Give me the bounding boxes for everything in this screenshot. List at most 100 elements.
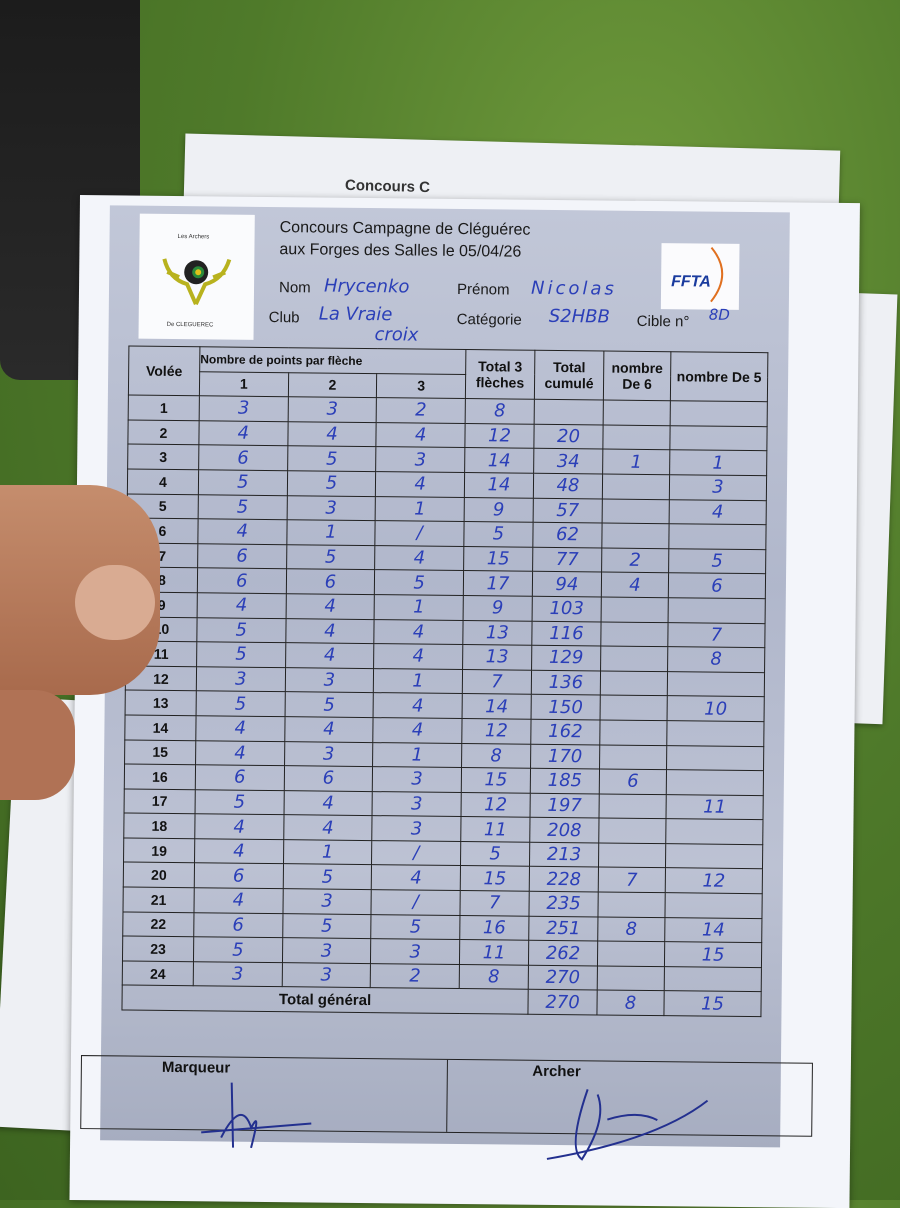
cell-a3: 4: [374, 545, 464, 571]
cell-de6: [600, 695, 668, 721]
cell-a3: 3: [375, 446, 465, 473]
club-logo: Les Archers De CLEGUEREC: [138, 213, 255, 340]
cell-a1: 5: [196, 641, 286, 668]
cell-cumul: 170: [530, 743, 600, 770]
cell-a1: 4: [195, 715, 285, 742]
cell-a1: 3: [193, 961, 283, 988]
archer-signature: [546, 1089, 708, 1161]
cell-a1: 5: [195, 789, 284, 815]
marqueur-label: Marqueur: [161, 1058, 231, 1077]
cell-total: 13: [462, 620, 533, 646]
cell-a3: 4: [373, 692, 463, 719]
cell-de6: 2: [601, 547, 669, 574]
cell-cumul: 235: [528, 891, 599, 917]
archer-cell: Archer: [447, 1060, 812, 1161]
total-general-de5: 15: [663, 991, 762, 1017]
cell-a2: 1: [286, 519, 376, 546]
cell-a2: 3: [287, 396, 377, 423]
cell-volee: 1: [128, 395, 200, 421]
cell-total: 13: [462, 644, 532, 670]
cell-de6: [598, 818, 666, 844]
cell-cumul: 136: [531, 669, 601, 696]
score-table: Volée Nombre de points par flèche Total …: [121, 346, 768, 1018]
cell-a1: 4: [194, 838, 284, 865]
cell-a3: /: [371, 889, 461, 916]
cell-a1: 6: [193, 912, 283, 938]
cell-de5: 7: [667, 622, 766, 648]
cell-de5: 1: [669, 450, 767, 476]
hand-fingers: [0, 690, 75, 800]
cell-de5: 3: [669, 474, 767, 501]
cell-total: 5: [460, 841, 530, 867]
cell-de6: [597, 892, 666, 918]
cell-total: 11: [460, 816, 531, 843]
cell-a3: 1: [374, 594, 464, 621]
cell-de6: [599, 793, 667, 819]
cell-de5: [667, 671, 765, 698]
cell-total: 12: [461, 718, 532, 744]
cell-a3: 5: [371, 914, 460, 940]
cell-de5: 6: [668, 573, 766, 599]
cell-total: 17: [463, 570, 533, 597]
cell-cumul: 77: [532, 547, 602, 573]
cell-a1: 5: [198, 469, 288, 496]
logo-text-top: Les Archers: [177, 234, 210, 241]
competition-title: Concours Campagne de Cléguérec aux Forge…: [279, 217, 530, 264]
club-label: Club: [268, 308, 300, 327]
cell-a2: 4: [287, 421, 377, 447]
cell-de6: [602, 498, 670, 524]
cell-total: 8: [465, 398, 535, 425]
cell-cumul: 213: [529, 842, 599, 868]
header-volee: Volée: [128, 346, 200, 396]
cell-cumul: 262: [528, 940, 598, 966]
cell-de6: 7: [598, 867, 666, 893]
cell-a1: 4: [198, 420, 288, 447]
cell-de5: 4: [669, 499, 767, 525]
cell-cumul: 48: [533, 473, 603, 499]
cell-a1: 5: [196, 617, 286, 643]
cell-total: 5: [463, 521, 534, 548]
cell-volee: 13: [125, 690, 197, 716]
cell-cumul: 208: [529, 817, 600, 843]
total-general-cumul: 270: [527, 989, 598, 1015]
cell-volee: 21: [122, 887, 195, 913]
cell-cumul: 57: [533, 497, 603, 524]
cible-value: 8D: [708, 305, 730, 324]
logo-text-bottom: De CLEGUEREC: [166, 321, 214, 329]
cell-a2: 5: [282, 913, 372, 939]
cell-volee: 16: [124, 764, 196, 790]
cell-de5: 10: [667, 695, 765, 722]
bow-icon: [710, 246, 724, 303]
archer-label: Archer: [532, 1062, 581, 1081]
cell-de5: [666, 720, 765, 747]
cell-a3: /: [375, 520, 465, 547]
cell-de5: [668, 523, 767, 550]
cell-a2: 5: [282, 864, 372, 890]
cell-de6: [602, 473, 670, 500]
cell-cumul: 94: [532, 571, 602, 597]
cell-a1: 6: [194, 863, 284, 889]
header-points-group: Nombre de points par flèche: [199, 346, 466, 375]
cell-de5: [666, 769, 764, 796]
cell-de6: [599, 744, 667, 770]
cell-total: 15: [463, 546, 533, 572]
cell-a1: 6: [198, 445, 288, 471]
back-sheet-title: Concours C: [344, 176, 431, 197]
cell-a1: 6: [197, 543, 287, 570]
club-value-line-1: La Vraie: [318, 303, 393, 326]
header-arrow-2: 2: [288, 372, 377, 398]
cell-volee: 20: [123, 862, 195, 888]
cell-cumul: 116: [531, 620, 602, 647]
header-total3: Total 3 flèches: [465, 349, 535, 400]
cell-a1: 4: [193, 887, 283, 914]
total-general-de6: 8: [596, 990, 665, 1016]
cell-a1: 4: [197, 518, 287, 545]
marqueur-cell: Marqueur: [81, 1056, 448, 1149]
categorie-value: S2HBB: [548, 305, 610, 328]
cell-de6: [597, 965, 665, 992]
cell-volee: 17: [124, 788, 196, 815]
cell-volee: 14: [124, 714, 197, 741]
cell-volee: 23: [122, 936, 194, 962]
cell-a2: 6: [283, 765, 373, 792]
cell-a2: 4: [285, 593, 375, 620]
